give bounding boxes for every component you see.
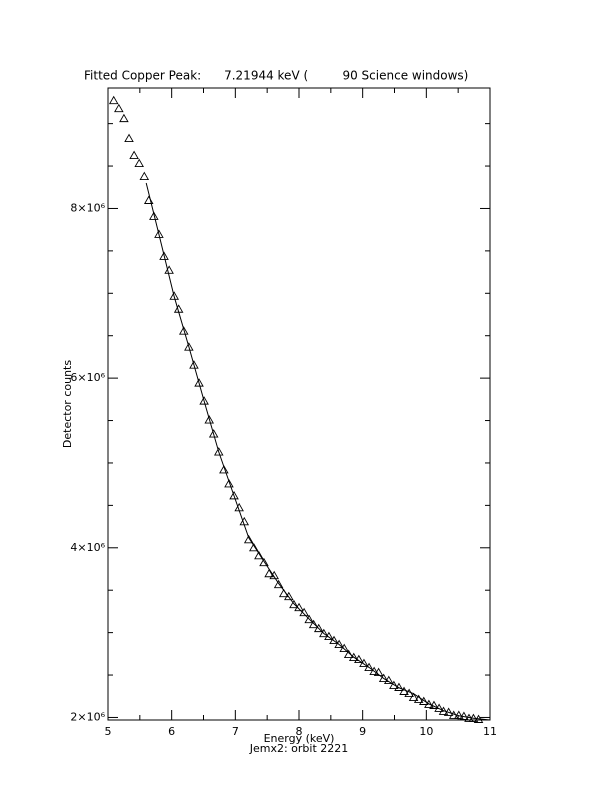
y-axis-label: Detector counts <box>61 360 74 448</box>
data-point <box>249 542 259 552</box>
data-point <box>139 171 150 181</box>
data-point <box>304 614 314 624</box>
data-point <box>184 342 194 351</box>
data-point <box>289 599 299 609</box>
data-point <box>369 666 379 676</box>
data-point <box>108 95 119 105</box>
data-point <box>339 643 349 653</box>
data-point <box>224 479 234 488</box>
x-tick-label: 6 <box>168 725 175 738</box>
fit-line <box>145 182 490 720</box>
x-tick-label: 11 <box>483 725 497 738</box>
x-tick-label: 7 <box>232 725 239 738</box>
data-point <box>313 623 324 633</box>
data-point <box>378 673 389 682</box>
data-point <box>269 570 279 580</box>
data-point <box>348 652 359 662</box>
data-point <box>308 619 319 629</box>
data-point <box>264 568 274 578</box>
data-point <box>284 591 294 601</box>
chart-title: Fitted Copper Peak: 7.21944 keV ( 90 Sci… <box>84 69 468 83</box>
data-point <box>114 103 124 113</box>
data-point <box>229 490 239 500</box>
data-point <box>254 550 264 560</box>
data-point <box>373 667 384 677</box>
y-tick-label: 2×10⁶ <box>70 710 105 723</box>
x-tick-label: 8 <box>296 725 303 738</box>
data-point <box>408 692 419 701</box>
subtitle: Jemx2: orbit 2221 <box>249 742 349 755</box>
x-tick-label: 10 <box>419 725 433 738</box>
data-point <box>189 360 199 369</box>
data-point <box>194 378 204 387</box>
data-point <box>208 429 219 438</box>
data-point <box>424 699 434 708</box>
data-point <box>319 628 329 638</box>
data-point <box>329 635 339 645</box>
data-point <box>334 639 344 649</box>
x-tick-label: 9 <box>359 725 366 738</box>
data-point <box>149 211 159 220</box>
data-point <box>364 662 374 672</box>
data-point <box>204 415 215 424</box>
data-point <box>419 696 429 705</box>
data-point <box>259 557 269 567</box>
data-point <box>169 291 179 300</box>
data-point <box>243 534 254 544</box>
data-point <box>119 113 129 123</box>
data-point <box>389 680 399 690</box>
x-axis-label: Energy (keV) <box>264 732 335 745</box>
y-tick-label: 6×10⁶ <box>70 371 105 384</box>
data-point <box>273 579 284 589</box>
data-point <box>134 158 144 168</box>
data-point <box>154 229 164 238</box>
data-point <box>178 326 189 335</box>
data-point <box>129 150 139 159</box>
data-point <box>214 447 224 456</box>
data-point <box>199 396 209 405</box>
y-tick-label: 4×10⁶ <box>70 541 105 554</box>
data-point <box>219 465 229 474</box>
data-point <box>159 251 169 260</box>
data-point <box>124 133 134 143</box>
y-tick-label: 8×10⁶ <box>70 201 105 214</box>
x-tick-label: 5 <box>105 725 112 738</box>
